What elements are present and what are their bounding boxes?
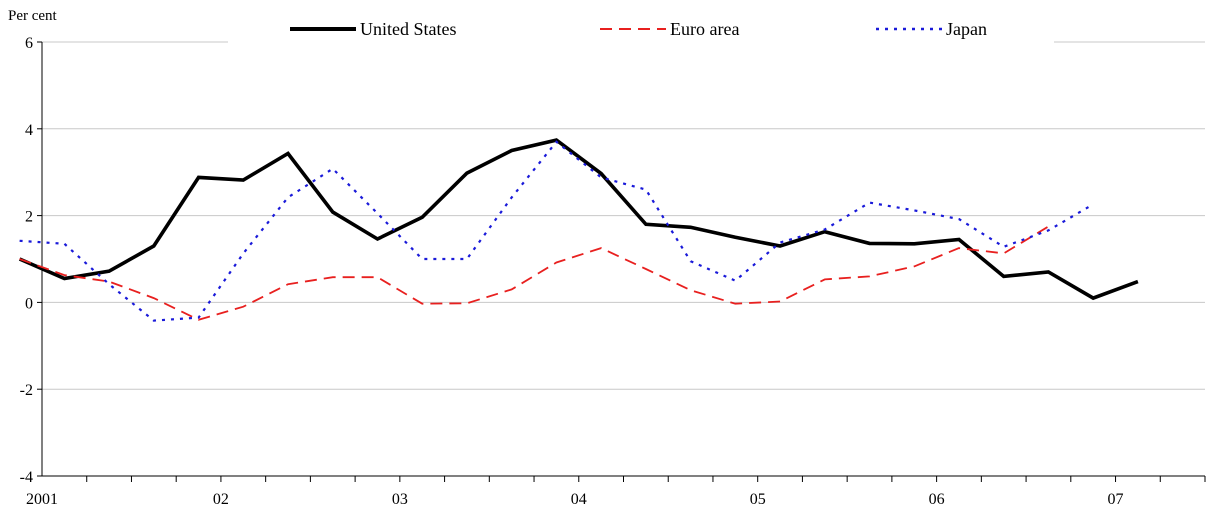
- x-tick-label: 06: [929, 491, 945, 508]
- x-tick-label: 05: [750, 491, 766, 508]
- series-line-euro-area: [19, 225, 1049, 321]
- legend-label-euro-area: Euro area: [670, 19, 739, 39]
- y-tick-label: 4: [25, 122, 33, 139]
- legend-label-united-states: United States: [360, 19, 457, 39]
- y-tick-label: -2: [20, 382, 33, 399]
- legend: United States Euro area Japan: [228, 14, 1054, 46]
- legend-item-united-states: United States: [290, 19, 457, 39]
- x-tick-label: 07: [1108, 491, 1124, 508]
- legend-item-japan: Japan: [876, 19, 987, 39]
- y-tick-label: 6: [25, 35, 33, 52]
- y-tick-label: 2: [25, 209, 33, 226]
- x-tick-label: 04: [571, 491, 587, 508]
- y-tick-labels: -4 -2 0 2 4 6: [20, 35, 33, 486]
- legend-item-euro-area: Euro area: [600, 19, 739, 39]
- y-axis-title: Per cent: [8, 8, 58, 24]
- axes: [37, 41, 1206, 482]
- y-tick-label: -4: [20, 469, 33, 486]
- series-line-japan: [19, 140, 1094, 322]
- x-tick-label: 2001: [26, 491, 58, 508]
- x-tick-labels: 2001 02 03 04 05 06 07: [26, 491, 1124, 508]
- series-lines: [18, 138, 1139, 322]
- x-tick-label: 02: [213, 491, 229, 508]
- series-line-united-states: [18, 138, 1139, 301]
- gridlines: [42, 41, 1205, 390]
- y-tick-label: 0: [25, 295, 33, 312]
- legend-label-japan: Japan: [946, 19, 987, 39]
- x-tick-label: 03: [392, 491, 408, 508]
